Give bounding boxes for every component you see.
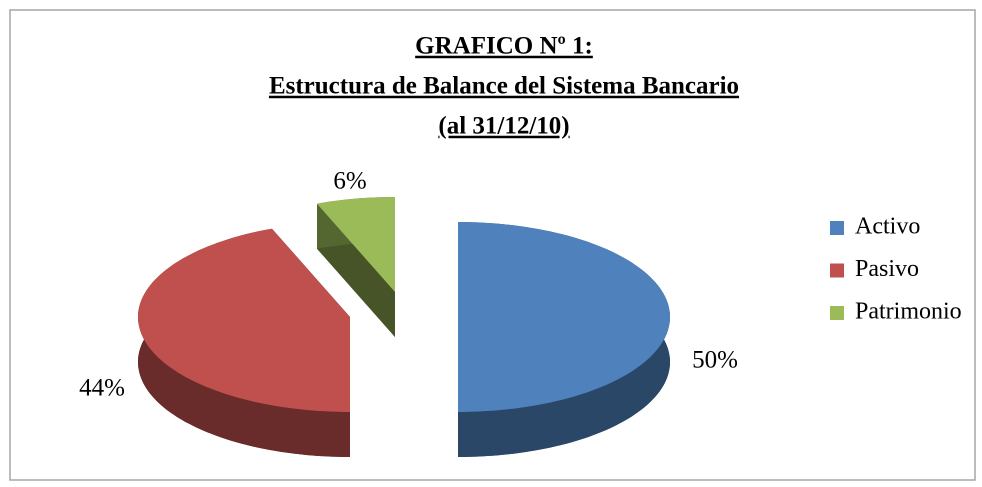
legend-swatch xyxy=(830,221,844,235)
legend-label: Pasivo xyxy=(855,256,919,282)
pie-slice xyxy=(317,197,395,337)
slice-top xyxy=(138,228,350,412)
pie-slice xyxy=(458,222,670,457)
legend-swatch xyxy=(830,263,844,278)
legend-label: Activo xyxy=(855,214,920,240)
legend-swatch xyxy=(830,306,844,320)
chart-title: (al 31/12/10) xyxy=(438,113,569,140)
pie: 6% 44% 50% xyxy=(79,168,738,457)
data-label: 44% xyxy=(79,375,125,402)
pie-slice xyxy=(138,228,350,457)
slice-top xyxy=(458,222,670,412)
data-label: 50% xyxy=(692,347,738,374)
chart-title: GRAFICO Nº 1: xyxy=(415,33,593,60)
data-label: 6% xyxy=(333,168,366,195)
chart-title: Estructura de Balance del Sistema Bancar… xyxy=(269,73,739,100)
legend-label: Patrimonio xyxy=(855,299,962,325)
slice-top xyxy=(317,197,395,292)
legend: Activo Pasivo Patrimonio xyxy=(830,214,962,325)
